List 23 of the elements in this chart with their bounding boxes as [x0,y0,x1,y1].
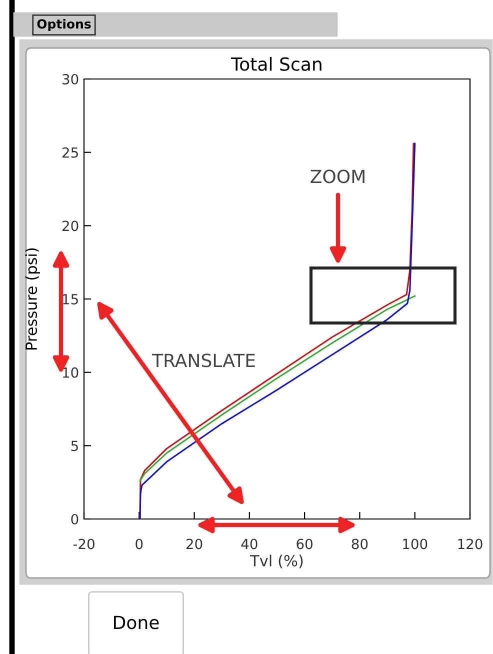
annotation: TRANSLATE [152,354,255,368]
x-axis-title: Tvl (%) [250,554,303,568]
x-tick-label: 20 [186,538,202,550]
x-tick-label: 40 [241,538,258,550]
x-tick-label: 0 [136,538,143,550]
y-tick-label: 20 [62,220,78,232]
y-tick-label: 0 [71,514,78,524]
annotation: ZOOM [310,170,364,184]
y-tick-label: 15 [62,294,78,304]
y-tick-label: 10 [62,367,78,378]
x-tick-label: 80 [352,538,368,550]
y-tick-label: 5 [71,440,78,452]
text: Options [37,18,91,32]
x-tick-label: 60 [296,538,312,550]
x-tick-label: 100 [403,538,428,550]
line-series [139,295,416,482]
x-tick-label: 120 [458,538,482,550]
y-tick-label: 25 [62,147,78,158]
text: Done [114,616,159,630]
y-axis-title: Pressure (psi) [25,248,40,350]
chart-title: Total Scan [231,56,322,71]
x-tick-label: -20 [73,538,94,550]
y-tick-label: 30 [62,74,78,84]
